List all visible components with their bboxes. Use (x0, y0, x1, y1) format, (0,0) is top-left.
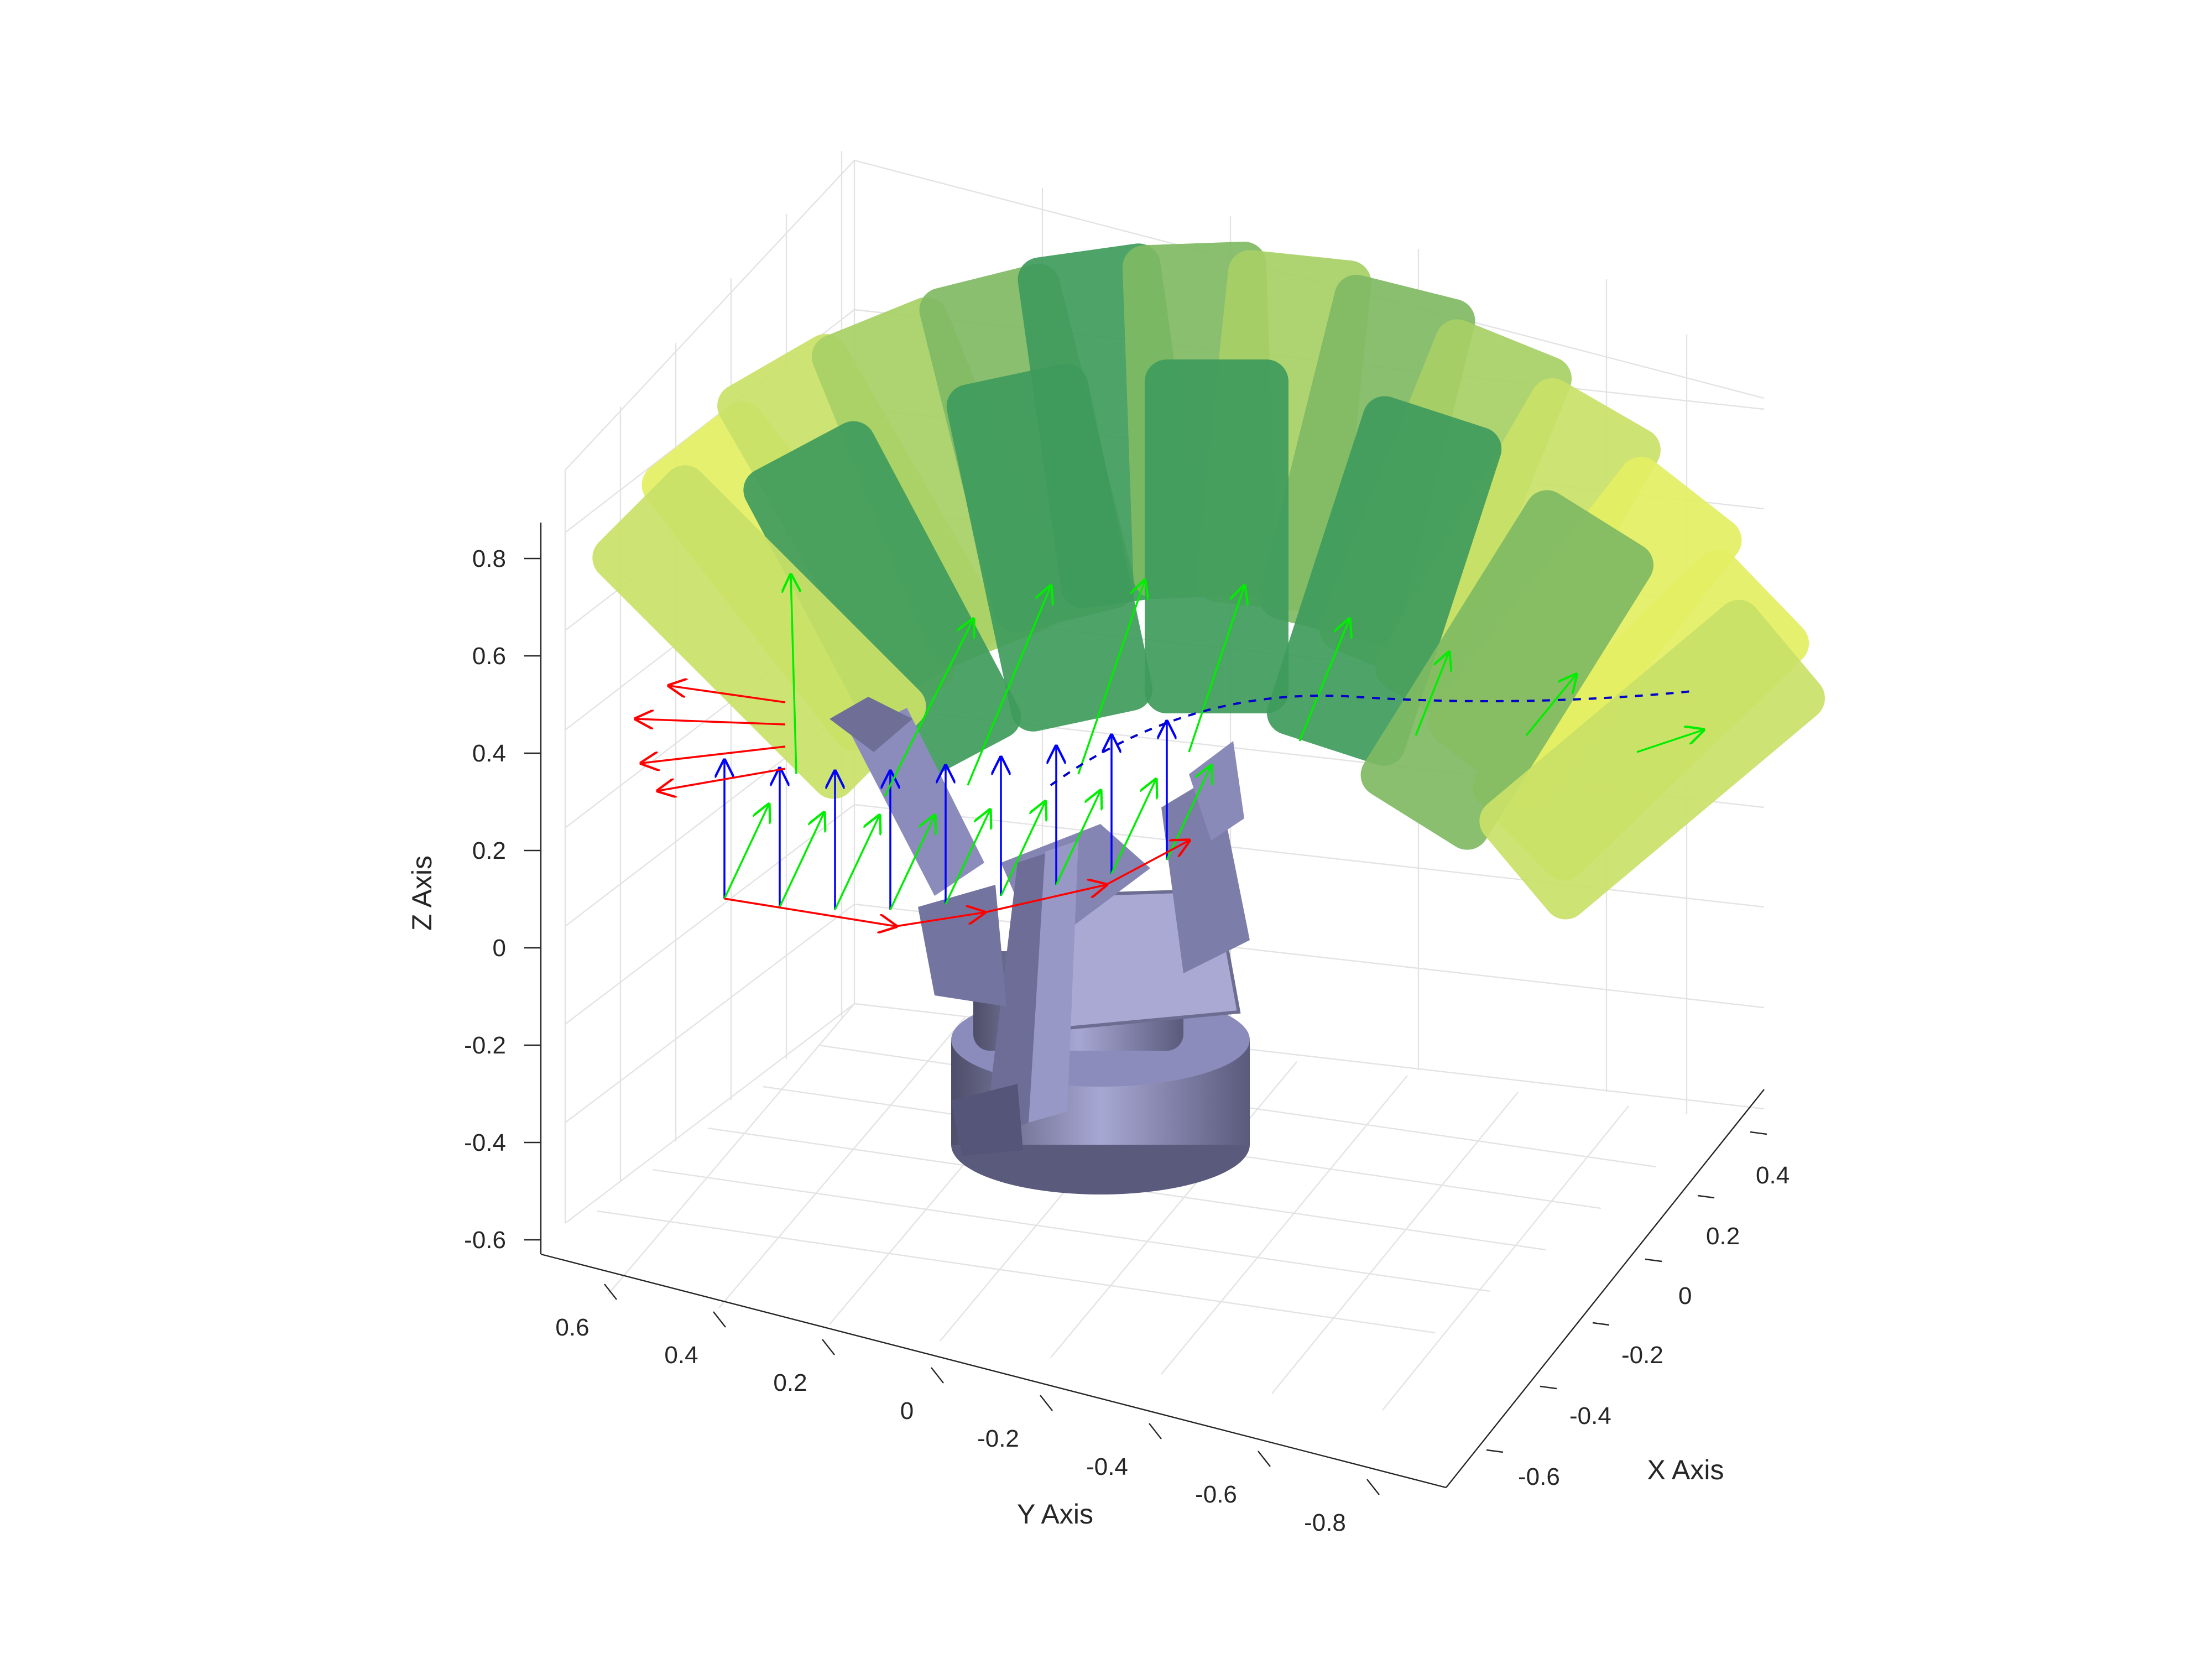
frame-arrow (723, 805, 769, 899)
y-tick-label: -0.4 (1086, 1453, 1128, 1480)
x-tick-label: -0.2 (1621, 1342, 1663, 1369)
frame-arrow (724, 898, 896, 926)
frame-arrow (1105, 841, 1189, 886)
y-tick-label: 0.4 (664, 1342, 698, 1369)
x-axis-title: X Axis (1647, 1454, 1724, 1485)
frame-arrow (641, 745, 786, 763)
y-axis-title: Y Axis (1017, 1499, 1093, 1530)
frame-arrow (967, 586, 1051, 786)
z-tick-label: -0.2 (464, 1032, 506, 1059)
frame-arrow (669, 686, 786, 703)
frame-arrow (1298, 619, 1349, 742)
x-axis-line (1446, 1089, 1765, 1488)
frame-arrow (636, 719, 786, 724)
z-tick-label: 0 (493, 935, 506, 962)
frame-arrow (1415, 653, 1449, 736)
z-tick-label: 0.8 (472, 545, 506, 572)
point-cloud-segment (1360, 490, 1654, 850)
frame-arrow (889, 816, 935, 910)
z-tick-label: 0.4 (472, 740, 506, 767)
frame-arrow (884, 619, 973, 797)
frame-arrow (1000, 802, 1045, 896)
frame-arrow (1055, 791, 1100, 885)
frame-arrow (945, 810, 990, 905)
frame-arrow (984, 885, 1106, 914)
frame-arrow (1077, 581, 1145, 775)
z-axis-title: Z Axis (406, 855, 437, 931)
y-ticks: 0.6 0.4 0.2 0 -0.2 -0.4 -0.6 -0.8 (555, 1284, 1380, 1536)
z-tick-label: -0.4 (464, 1129, 506, 1156)
point-cloud-segment (946, 363, 1153, 732)
z-tick-label: -0.6 (464, 1227, 506, 1254)
frame-arrow (1110, 780, 1156, 874)
y-tick-label: -0.2 (977, 1425, 1019, 1452)
x-ticks: -0.6 -0.4 -0.2 0 0.2 0.4 (1486, 1131, 1790, 1490)
frame-arrow (1636, 730, 1703, 753)
point-cloud-segment (1266, 396, 1502, 766)
x-tick-label: -0.6 (1518, 1463, 1560, 1490)
point-cloud-segment (1479, 599, 1825, 920)
x-tick-label: 0.4 (1756, 1162, 1790, 1189)
frame-arrow (779, 813, 824, 907)
axes (540, 523, 1765, 1489)
robot-mesh (830, 697, 1250, 1194)
y-tick-label: 0 (900, 1397, 914, 1425)
y-tick-label: 0.2 (773, 1369, 807, 1396)
z-ticks: 0.8 0.6 0.4 0.2 0 -0.2 -0.4 -0.6 (464, 545, 541, 1254)
point-cloud-segment (743, 421, 1021, 786)
frame-arrow (895, 912, 984, 927)
coordinate-frames (636, 575, 1703, 926)
frame-arrow (658, 768, 786, 791)
frame-arrow (1525, 675, 1576, 737)
point-cloud-segment (1145, 359, 1288, 713)
frame-arrow (791, 575, 796, 775)
z-tick-label: 0.6 (472, 643, 506, 670)
y-tick-label: 0.6 (555, 1314, 589, 1341)
frame-arrow (834, 816, 879, 910)
y-axis-line (540, 1253, 1447, 1489)
x-tick-label: 0 (1678, 1282, 1692, 1310)
y-tick-label: -0.6 (1195, 1481, 1237, 1508)
z-tick-label: 0.2 (472, 837, 506, 864)
y-tick-label: -0.8 (1304, 1509, 1346, 1536)
x-tick-label: -0.4 (1569, 1402, 1611, 1430)
x-tick-label: 0.2 (1706, 1223, 1740, 1250)
frame-arrow (1188, 586, 1244, 753)
